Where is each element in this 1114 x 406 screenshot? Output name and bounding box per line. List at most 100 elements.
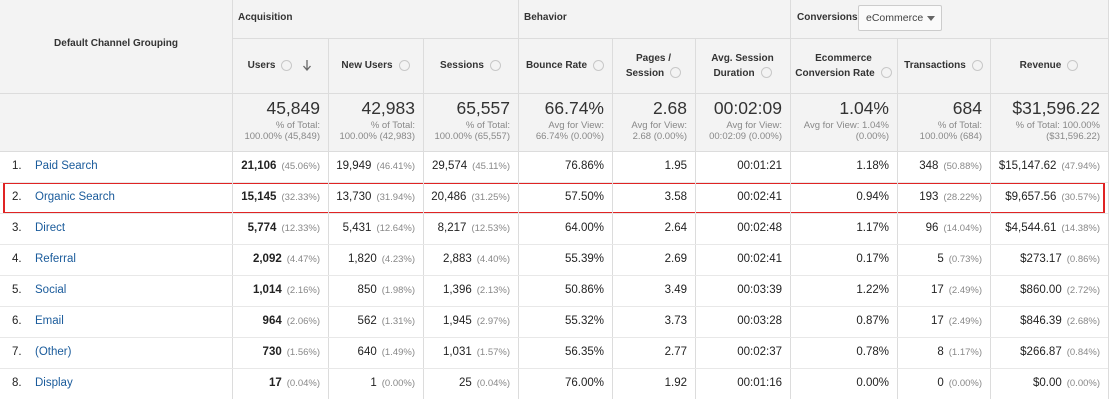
metric-share: (12.33%) (281, 223, 320, 234)
metric-value: 21,106 (241, 160, 277, 172)
metric-value: 5,431 (342, 222, 372, 234)
metric-value: 1.22% (856, 284, 889, 296)
channel-link[interactable]: Social (35, 284, 67, 296)
metric-value: 57.50% (564, 191, 604, 203)
group-header: Behavior (524, 12, 567, 23)
help-icon[interactable] (398, 59, 410, 71)
metric-share: (14.04%) (943, 223, 982, 234)
channel-link[interactable]: Referral (35, 253, 76, 265)
column-header[interactable]: Bounce Rate (518, 38, 612, 93)
metric-value: 00:03:39 (737, 284, 782, 296)
metric-cell: 1.17% (790, 213, 889, 244)
metric-value: 0.00% (856, 377, 889, 389)
dropdown-label: eCommerce (866, 12, 924, 24)
total-note: 100.00% (684) (919, 131, 982, 142)
column-header[interactable]: Sessions (423, 38, 518, 93)
metric-share: (0.84%) (1066, 347, 1100, 358)
column-header[interactable]: New Users (328, 38, 423, 93)
column-divider (1108, 0, 1109, 399)
metric-value: 3.49 (664, 284, 687, 296)
column-header-line: Revenue (1020, 58, 1079, 73)
metric-value: 00:03:28 (737, 315, 782, 327)
help-icon[interactable] (489, 59, 501, 71)
metric-share: (14.38%) (1061, 223, 1100, 234)
help-icon[interactable] (1067, 59, 1079, 71)
sort-arrow[interactable] (302, 59, 312, 71)
metric-share: (30.57%) (1061, 192, 1100, 203)
metric-cell: $266.87 (0.84%) (990, 337, 1100, 368)
help-icon[interactable] (281, 59, 293, 71)
help-icon[interactable] (670, 67, 682, 79)
metric-cell: 2,092 (4.47%) (232, 244, 320, 275)
help-icon[interactable] (971, 59, 983, 71)
conversion-dropdown[interactable]: eCommerce (858, 5, 942, 31)
total-note: 2.68 (0.00%) (632, 131, 687, 142)
metric-cell: 0.17% (790, 244, 889, 275)
metric-cell: 964 (2.06%) (232, 306, 320, 337)
help-icon[interactable] (760, 67, 772, 79)
column-divider (897, 38, 898, 399)
metric-cell: 00:01:16 (695, 368, 782, 399)
metric-cell: 3.73 (612, 306, 687, 337)
column-header[interactable]: Users (232, 38, 328, 93)
row-divider (0, 368, 1108, 369)
metric-cell: 1,031 (1.57%) (423, 337, 510, 368)
row-divider (0, 182, 1108, 183)
metric-value: 13,730 (336, 191, 372, 203)
row-index: 6. (12, 315, 22, 327)
help-icon[interactable] (593, 59, 605, 71)
metric-value: 2.69 (664, 253, 687, 265)
channel-link[interactable]: Direct (35, 222, 66, 234)
metric-value: 76.86% (564, 160, 604, 172)
metric-value: 1,396 (442, 284, 472, 296)
row-index: 3. (12, 222, 22, 234)
channel-link[interactable]: (Other) (35, 346, 72, 358)
row-divider (0, 306, 1108, 307)
total-value: 42,983 (361, 98, 415, 118)
metric-cell: 1 (0.00%) (328, 368, 415, 399)
column-header[interactable]: Revenue (990, 38, 1108, 93)
channel-link[interactable]: Paid Search (35, 160, 98, 172)
metric-cell: 17 (2.49%) (897, 306, 982, 337)
help-icon[interactable] (880, 67, 892, 79)
metric-cell: $15,147.62 (47.94%) (990, 151, 1100, 182)
metric-cell: 1.92 (612, 368, 687, 399)
metric-value: 8 (937, 346, 944, 358)
metric-cell: 96 (14.04%) (897, 213, 982, 244)
column-header[interactable]: Transactions (897, 38, 990, 93)
total-note: Avg for View: (726, 120, 782, 131)
metric-cell: 64.00% (518, 213, 604, 244)
total-note: Avg for View: 1.04% (803, 120, 889, 131)
column-header[interactable]: Ecommerce Conversion Rate (790, 38, 897, 93)
channel-link[interactable]: Organic Search (35, 191, 115, 203)
metric-cell: 2.77 (612, 337, 687, 368)
total-note: 100.00% (45,849) (244, 131, 320, 142)
metric-cell: 850 (1.98%) (328, 275, 415, 306)
metric-cell: 00:03:39 (695, 275, 782, 306)
channel-link[interactable]: Email (35, 315, 64, 327)
channel-link[interactable]: Display (35, 377, 73, 389)
metric-cell: 1.95 (612, 151, 687, 182)
metric-share: (4.47%) (286, 254, 320, 265)
metric-value: 1,031 (442, 346, 472, 358)
metric-share: (2.72%) (1066, 285, 1100, 296)
metric-share: (1.57%) (476, 347, 510, 358)
header-divider (232, 38, 1108, 39)
metric-value: 562 (357, 315, 377, 327)
total-value: 1.04% (839, 98, 889, 118)
column-header[interactable]: Pages / Session (612, 38, 695, 93)
total-note: 66.74% (0.00%) (535, 131, 604, 142)
metric-cell: 0.78% (790, 337, 889, 368)
column-header-line: Transactions (904, 58, 983, 73)
metric-value: 55.39% (564, 253, 604, 265)
header-divider (0, 93, 1108, 94)
metric-share: (1.31%) (381, 316, 415, 327)
column-header[interactable]: Avg. Session Duration (695, 38, 790, 93)
metric-value: 2,092 (252, 253, 282, 265)
header-divider (0, 151, 1108, 152)
metric-cell: 00:02:48 (695, 213, 782, 244)
metric-cell: 76.86% (518, 151, 604, 182)
metric-cell: 55.39% (518, 244, 604, 275)
metric-value: 64.00% (564, 222, 604, 234)
metric-cell: 25 (0.04%) (423, 368, 510, 399)
